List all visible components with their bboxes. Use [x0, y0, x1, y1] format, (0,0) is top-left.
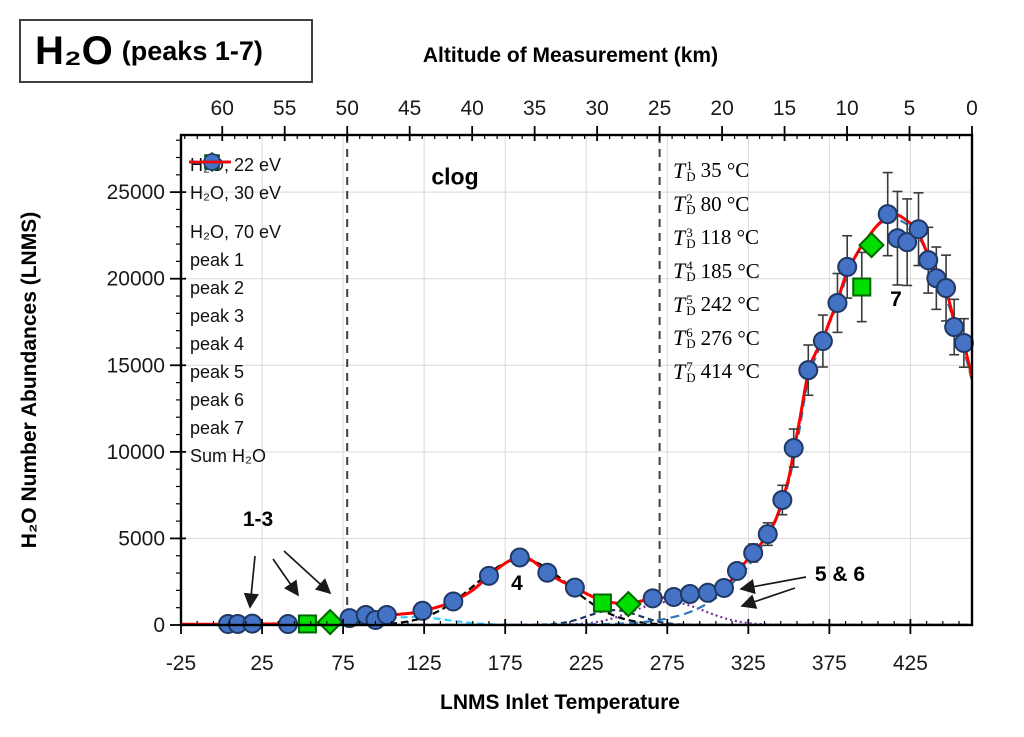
desorption-temp-row: T 7 D 414 °C: [673, 358, 760, 385]
legend: H₂O, 22 eV H₂O, 30 eV H₂O, 70 eV peak 1 peak…: [186, 151, 281, 470]
legend-item: peak 4: [186, 160, 281, 358]
legend-item: peak 7: [186, 160, 281, 442]
altitude-tick-label: 35: [523, 97, 546, 120]
legend-item: Sum H₂O: [186, 160, 281, 470]
title-box: H₂O (peaks 1-7): [19, 19, 313, 83]
altitude-tick-label: 60: [211, 97, 234, 120]
legend-label: Sum H₂O: [190, 445, 266, 466]
altitude-tick-label: 0: [966, 97, 978, 120]
y-tick-label: 10000: [107, 441, 165, 464]
series-circle: [218, 204, 974, 635]
legend-label: H₂O, 70 eV: [190, 221, 282, 242]
tick-labels: -25 25 75 125 175 225 275 325 375 425050001000015…: [107, 97, 978, 675]
gridlines: [181, 135, 972, 625]
annotation-peak-4: 4: [511, 572, 523, 595]
legend-item: H₂O, 30 eV: [186, 154, 282, 207]
curve-peak-5: [181, 608, 969, 625]
y-tick-label: 25000: [107, 181, 165, 204]
y-tick-label: 20000: [107, 268, 165, 291]
legend-label: H₂O, 30 eV: [190, 182, 282, 203]
legend-line-swatch: [189, 160, 231, 164]
legend-label: peak 1: [190, 249, 245, 270]
altitude-tick-label: 45: [398, 97, 421, 120]
title-formula: H₂O: [35, 29, 113, 73]
altitude-tick-label: 30: [585, 97, 608, 120]
legend-item: peak 1: [186, 160, 281, 274]
axis-ticks: [170, 126, 973, 634]
x-tick-label: 425: [893, 652, 928, 675]
series-diamond: [316, 231, 885, 636]
legend-label: peak 6: [190, 389, 245, 410]
altitude-tick-label: 10: [835, 97, 858, 120]
x-tick-label: 225: [569, 652, 604, 675]
legend-label: peak 4: [190, 333, 245, 354]
desorption-temp-row: T 4 D 185 °C: [673, 258, 760, 285]
annotation-peak-7: 7: [890, 288, 902, 311]
legend-item: peak 2: [186, 160, 281, 302]
x-tick-label: 325: [731, 652, 766, 675]
x-axis-title: LNMS Inlet Temperature: [440, 691, 680, 714]
altitude-tick-label: 15: [773, 97, 796, 120]
clog-annotation: clog: [431, 163, 479, 190]
desorption-temp-row: T 3 D 118 °C: [673, 224, 760, 251]
legend-item: peak 6: [186, 160, 281, 414]
desorption-temp-row: T 5 D 242 °C: [673, 291, 760, 318]
x-tick-label: 75: [331, 652, 354, 675]
legend-label: peak 2: [190, 277, 245, 298]
altitude-tick-label: 55: [273, 97, 296, 120]
x-tick-label: 175: [488, 652, 523, 675]
altitude-tick-label: 20: [710, 97, 733, 120]
legend-item: H₂O, 70 eV: [186, 153, 282, 246]
legend-item: peak 3: [186, 160, 281, 330]
altitude-tick-label: 50: [336, 97, 359, 120]
x-tick-label: 375: [812, 652, 847, 675]
legend-item: peak 5: [186, 160, 281, 386]
altitude-tick-label: 40: [460, 97, 483, 120]
y-tick-label: 5000: [118, 527, 165, 550]
y-tick-label: 0: [153, 614, 165, 637]
altitude-tick-label: 5: [904, 97, 916, 120]
title-suffix: (peaks 1-7): [121, 35, 263, 66]
annotation-peaks-1-3: 1-3: [242, 508, 274, 531]
legend-label: peak 5: [190, 361, 245, 382]
x-tick-label: -25: [166, 652, 196, 675]
x-tick-label: 275: [650, 652, 685, 675]
annotation-arrows: [243, 550, 807, 609]
desorption-temp-row: T 1 D 35 °C: [673, 157, 750, 184]
x-tick-label: 25: [250, 652, 273, 675]
plot-frame: [179, 133, 974, 627]
desorption-temp-row: T 2 D 80 °C: [673, 191, 750, 218]
annotation-peaks-5-6: 5 & 6: [814, 563, 866, 586]
altitude-tick-label: 25: [648, 97, 671, 120]
series-square: [297, 277, 872, 634]
desorption-temperature-list: T 1 D 35 °C T 2 D 80 °C T 3 D 118 °C T 4 D 185 °C T 5 D 242…: [673, 154, 760, 389]
desorption-temp-row: T 6 D 276 °C: [673, 325, 760, 352]
x-tick-label: 125: [407, 652, 442, 675]
legend-label: peak 7: [190, 417, 245, 438]
legend-label: peak 3: [190, 305, 245, 326]
y-tick-label: 15000: [107, 354, 165, 377]
top-axis-title: Altitude of Measurement (km): [422, 44, 719, 67]
